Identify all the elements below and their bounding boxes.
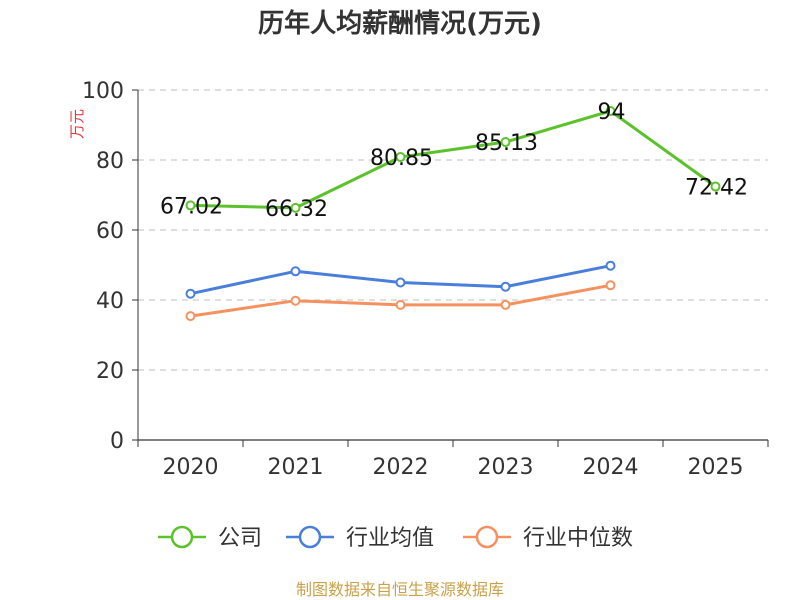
data-point (710, 181, 721, 192)
data-label: 94 (598, 100, 626, 125)
data-point (395, 299, 406, 310)
legend-label: 行业均值 (346, 526, 434, 551)
data-point (500, 281, 511, 292)
y-tick-label: 0 (110, 429, 124, 454)
data-label: 72.42 (685, 176, 748, 201)
legend-marker (475, 525, 499, 549)
data-label: 80.85 (370, 146, 433, 171)
gridlines (138, 89, 768, 371)
chart-title: 历年人均薪酬情况(万元) (258, 8, 542, 39)
legend-item: 公司 (158, 525, 262, 551)
x-tick-label: 2024 (583, 455, 639, 480)
data-point (500, 299, 511, 310)
data-labels: 67.02 66.32 80.85 85.13 94 72.42 (160, 100, 748, 222)
data-point (500, 137, 511, 148)
data-point (185, 200, 196, 211)
x-tick-label: 2022 (373, 455, 429, 480)
y-tick-label: 40 (96, 289, 124, 314)
series-line-0 (190, 109, 717, 210)
legend-item: 行业均值 (286, 525, 434, 551)
legend-marker (170, 525, 194, 549)
axes: 0 20 40 60 80 100 2020 2021 2022 2023 2024 2025 (82, 79, 769, 480)
y-tick-label: 60 (96, 219, 124, 244)
legend-marker (298, 525, 322, 549)
data-point (185, 311, 196, 322)
data-point (605, 260, 616, 271)
legend-label: 行业中位数 (523, 526, 633, 551)
data-point (290, 295, 301, 306)
legend-item: 行业中位数 (463, 525, 633, 551)
data-point (185, 288, 196, 299)
y-axis-label: 万元 (68, 109, 86, 139)
x-tick-label: 2025 (688, 455, 744, 480)
source-note: 制图数据来自恒生聚源数据库 (296, 580, 504, 599)
data-point (290, 266, 301, 277)
data-point (605, 106, 616, 116)
y-tick-label: 100 (82, 79, 124, 104)
y-tick-label: 20 (96, 359, 124, 384)
data-label: 67.02 (160, 194, 223, 219)
x-tick-label: 2020 (163, 455, 219, 480)
y-tick-label: 80 (96, 149, 124, 174)
data-point (395, 152, 406, 163)
x-tick-label: 2023 (478, 455, 534, 480)
legend-label: 公司 (218, 526, 262, 551)
x-tick-label: 2021 (268, 455, 324, 480)
data-point (395, 277, 406, 288)
data-point (605, 280, 616, 291)
data-label: 85.13 (475, 131, 538, 156)
data-point (290, 202, 301, 213)
data-label: 66.32 (265, 197, 328, 222)
series-group (185, 106, 721, 322)
legend: 公司 行业均值 行业中位数 (158, 525, 633, 551)
